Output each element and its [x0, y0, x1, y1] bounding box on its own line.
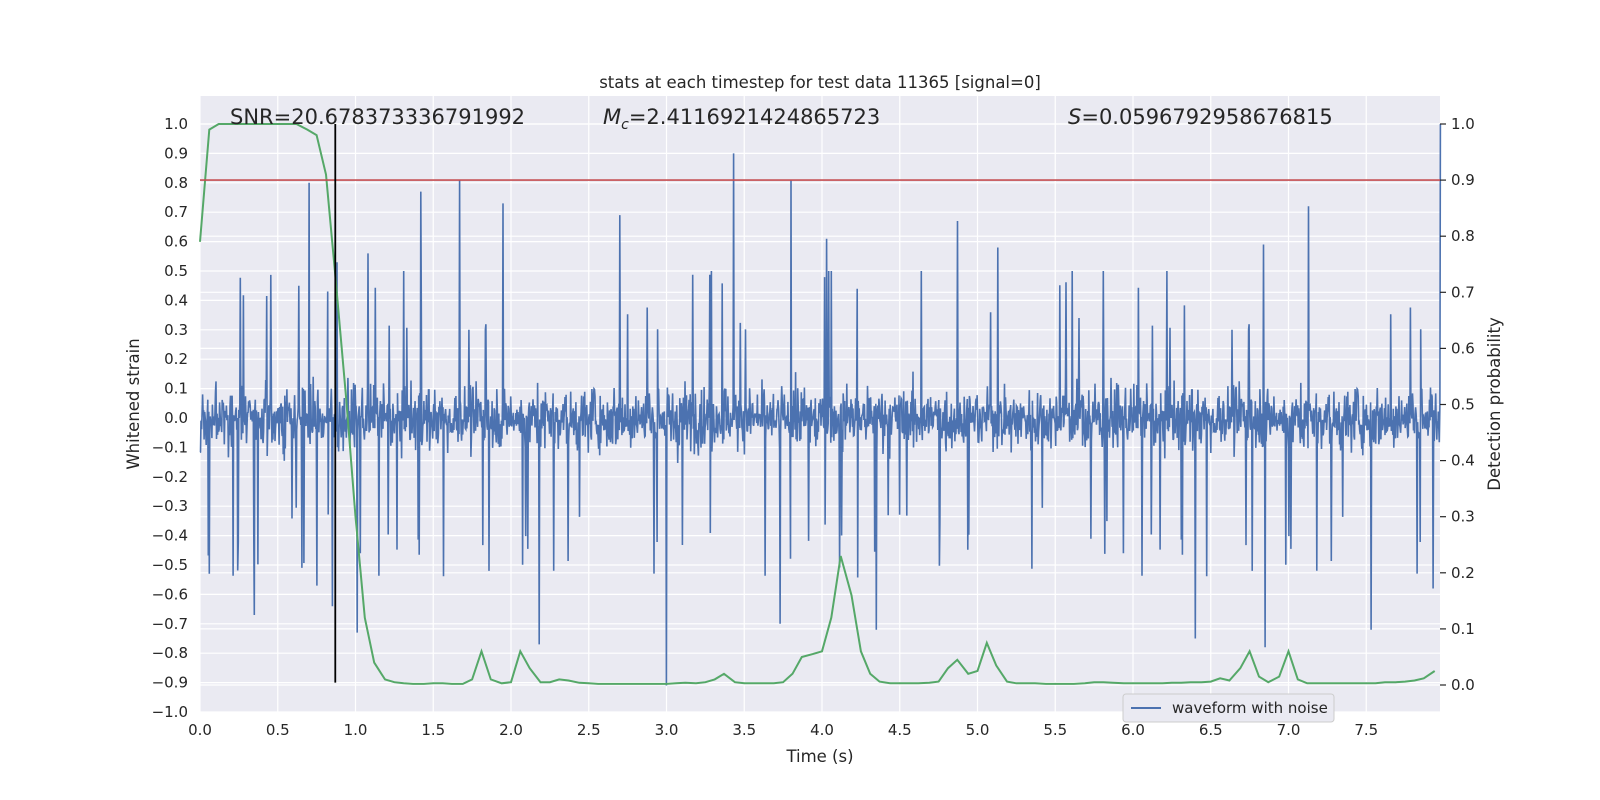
y-tick-label: −0.6	[152, 585, 188, 603]
x-tick-label: 3.5	[732, 721, 756, 739]
y2-tick-label: 0.8	[1451, 227, 1475, 245]
x-tick-label: 0.0	[188, 721, 212, 739]
y-tick-label: −0.3	[152, 497, 188, 515]
y-tick-label: −1.0	[152, 703, 188, 721]
x-tick-label: 1.5	[421, 721, 445, 739]
y-tick-label: 0.8	[164, 174, 188, 192]
y-tick-label: 0.5	[164, 262, 188, 280]
y-ticks: −1.0 −0.9 −0.8 −0.7 −0.6 −0.5 −0.4 −0.3 −0.2 −0.1…	[152, 115, 188, 721]
y-tick-label: 0.1	[164, 380, 188, 398]
y2-axis-label: Detection probability	[1485, 317, 1504, 491]
x-tick-label: 2.5	[577, 721, 601, 739]
s-value: =0.0596792958676815	[1081, 105, 1332, 129]
legend-entry-label: waveform with noise	[1172, 699, 1328, 717]
x-tick-label: 3.0	[655, 721, 679, 739]
x-tick-label: 1.0	[344, 721, 368, 739]
x-tick-label: 4.5	[888, 721, 912, 739]
y-tick-label: 0.9	[164, 144, 188, 162]
y-tick-label: 0.3	[164, 321, 188, 339]
x-tick-label: 7.5	[1354, 721, 1378, 739]
x-ticks: 0.0 0.5 1.0 1.5 2.0 2.5 3.0 3.5 4.0 4.5 5.0 5.5 6.0 6…	[188, 721, 1378, 739]
s-symbol: S	[1068, 105, 1081, 129]
y-tick-label: 0.7	[164, 203, 188, 221]
probability-line	[199, 123, 1436, 685]
y-tick-label: 0.6	[164, 233, 188, 251]
x-tick-label: 7.0	[1277, 721, 1301, 739]
strain-line	[199, 123, 1442, 686]
y2-tick-label: 0.4	[1451, 452, 1475, 470]
x-tick-label: 5.5	[1043, 721, 1067, 739]
x-tick-label: 6.0	[1121, 721, 1145, 739]
legend-box	[1122, 693, 1335, 723]
s-annotation: S=0.0596792958676815	[1068, 105, 1333, 129]
y-tick-label: −0.4	[152, 527, 188, 545]
x-tick-label: 5.0	[966, 721, 990, 739]
x-axis-label: Time (s)	[785, 747, 853, 766]
x-tick-label: 4.0	[810, 721, 834, 739]
y2-tick-label: 0.5	[1451, 396, 1475, 414]
series-waveform-with-noise	[199, 123, 1442, 686]
y-tick-label: −0.5	[152, 556, 188, 574]
chart-title: stats at each timestep for test data 113…	[599, 73, 1041, 92]
y-tick-label: 0.0	[164, 409, 188, 427]
y-tick-label: −0.1	[152, 438, 188, 456]
x-tick-label: 0.5	[266, 721, 290, 739]
y-axis-label: Whitened strain	[124, 338, 143, 469]
y-tick-label: −0.2	[152, 468, 188, 486]
x-tick-label: 6.5	[1199, 721, 1223, 739]
x-tick-label: 2.0	[499, 721, 523, 739]
snr-annotation: SNR=20.678373336791992	[230, 105, 525, 129]
chirp-mass-symbol: M	[603, 105, 621, 129]
y2-tick-label: 0.0	[1451, 676, 1475, 694]
y2-tick-label: 0.1	[1451, 620, 1475, 638]
y-tick-label: 1.0	[164, 115, 188, 133]
y-tick-label: −0.8	[152, 644, 188, 662]
y-tick-label: −0.9	[152, 674, 188, 692]
y2-tick-label: 0.7	[1451, 283, 1475, 301]
series-detection-probability	[199, 123, 1436, 685]
y2-tick-label: 0.2	[1451, 564, 1475, 582]
legend: waveform with noise	[1122, 693, 1335, 723]
y2-ticks: 0.0 0.1 0.2 0.3 0.4 0.5 0.6 0.7 0.8 0.9 1.0	[1440, 115, 1475, 694]
y2-tick-label: 0.6	[1451, 339, 1475, 357]
chirp-mass-subscript: c	[621, 117, 629, 133]
y-tick-label: 0.4	[164, 291, 188, 309]
y2-tick-label: 0.3	[1451, 508, 1475, 526]
y-tick-label: −0.7	[152, 615, 188, 633]
y-tick-label: 0.2	[164, 350, 188, 368]
y2-tick-label: 0.9	[1451, 171, 1475, 189]
chirp-mass-annotation: Mc=2.4116921424865723	[603, 105, 880, 133]
y2-tick-label: 1.0	[1451, 115, 1475, 133]
chirp-mass-value: =2.4116921424865723	[629, 105, 880, 129]
